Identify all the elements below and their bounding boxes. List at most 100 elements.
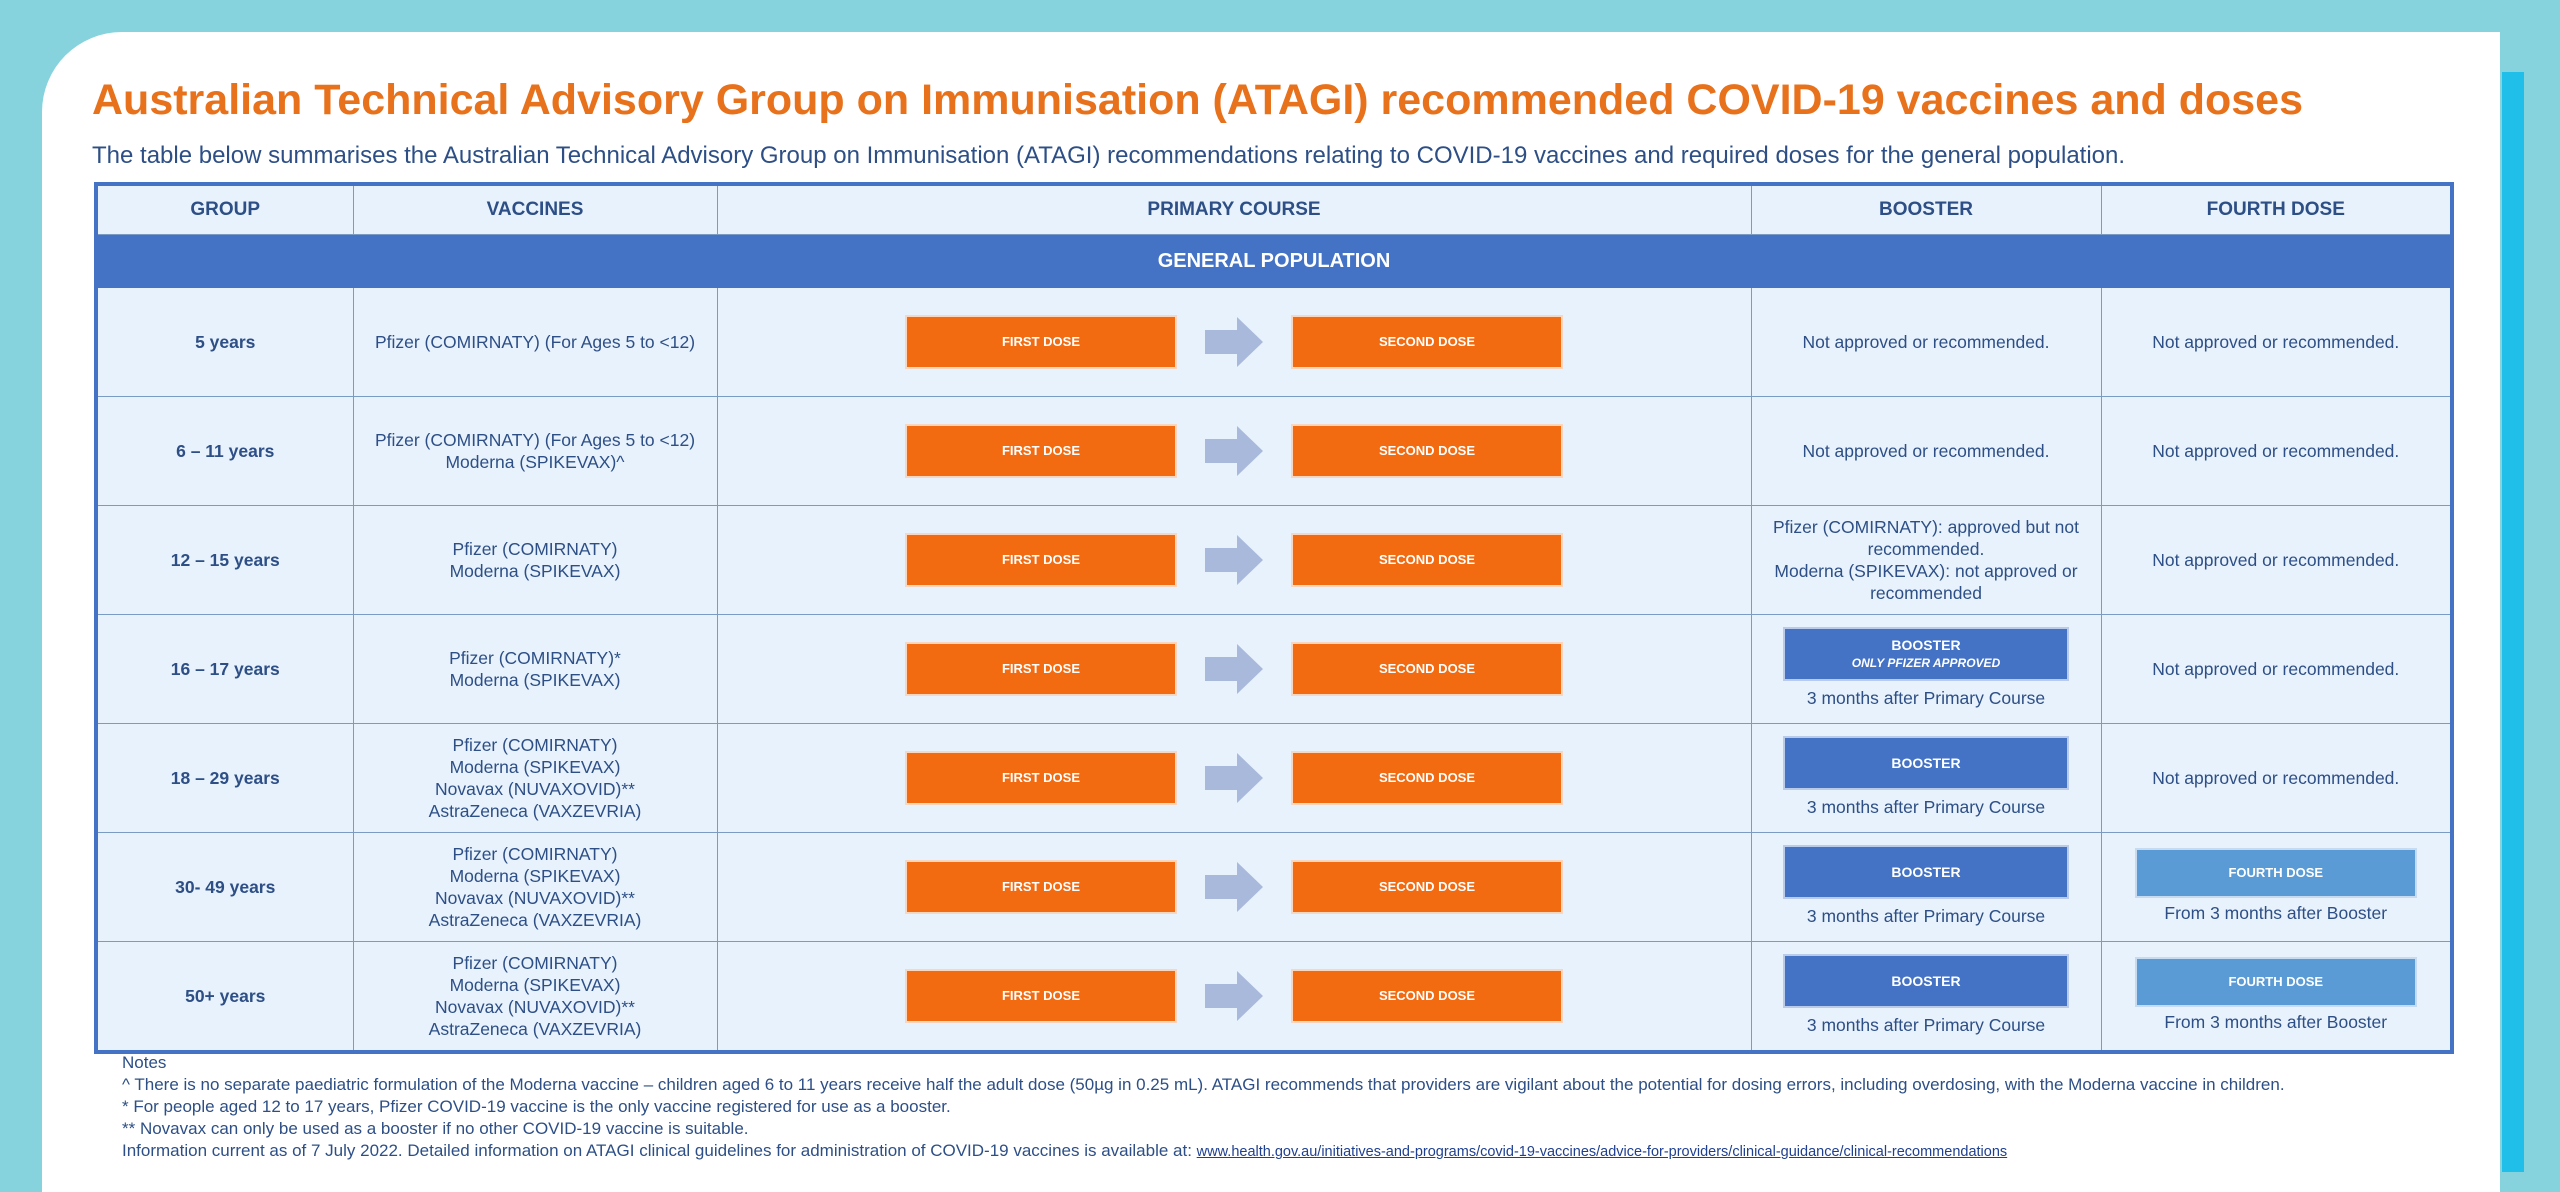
section-label: GENERAL POPULATION [95,234,2453,288]
booster-badge: BOOSTER [1785,847,2067,897]
fourth-dose-cell: Not approved or recommended. [2100,614,2453,724]
vaccine-name: Pfizer (COMIRNATY) [452,735,618,755]
vaccine-name: Novavax (NUVAXOVID)** [434,997,635,1017]
vaccine-name: Pfizer (COMIRNATY) [452,953,618,973]
booster-status: Not approved or recommended. [1802,332,2050,352]
first-dose-badge: FIRST DOSE [907,426,1175,476]
second-dose-badge: SECOND DOSE [1293,535,1561,585]
fourth-dose-badge: FOURTH DOSE [2136,959,2415,1005]
booster-label: BOOSTER [1891,637,1961,653]
vaccines-cell: Pfizer (COMIRNATY) (For Ages 5 to <12) [352,287,718,397]
second-dose-badge: SECOND DOSE [1293,753,1561,803]
booster-status: Pfizer (COMIRNATY): approved but not [1772,517,2080,537]
booster-cell: Pfizer (COMIRNATY): approved but not reco… [1750,505,2102,615]
first-dose-badge: FIRST DOSE [907,862,1175,912]
section-row: GENERAL POPULATION [95,234,2453,288]
second-dose-badge: SECOND DOSE [1293,426,1561,476]
fourth-dose-status: Not approved or recommended. [2152,768,2400,788]
arrow-right-icon [1205,753,1263,803]
booster-status: recommended. [1867,539,1985,559]
vaccines-cell: Pfizer (COMIRNATY) Moderna (SPIKEVAX) Nova… [352,723,718,833]
header-booster: BOOSTER [1750,183,2102,235]
group-cell: 18 – 29 years [95,723,354,833]
fourth-dose-cell: Not approved or recommended. [2100,287,2453,397]
primary-course-cell: FIRST DOSE SECOND DOSE [716,723,1752,833]
primary-course-cell: FIRST DOSE SECOND DOSE [716,614,1752,724]
primary-course-cell: FIRST DOSE SECOND DOSE [716,287,1752,397]
second-dose-badge: SECOND DOSE [1293,317,1561,367]
booster-label: BOOSTER [1891,755,1961,771]
arrow-right-icon [1205,317,1263,367]
group-cell: 5 years [95,287,354,397]
header-primary-course: PRIMARY COURSE [716,183,1752,235]
second-dose-badge: SECOND DOSE [1293,862,1561,912]
first-dose-badge: FIRST DOSE [907,971,1175,1021]
fourth-dose-cell: Not approved or recommended. [2100,396,2453,506]
table-row: 30- 49 years Pfizer (COMIRNATY) Moderna (… [95,832,2453,942]
vaccine-table: GROUP VACCINES PRIMARY COURSE BOOSTER FO… [94,182,2454,1054]
booster-cell: Not approved or recommended. [1750,287,2102,397]
booster-label: BOOSTER [1891,973,1961,989]
primary-course-cell: FIRST DOSE SECOND DOSE [716,832,1752,942]
fourth-dose-status: Not approved or recommended. [2152,332,2400,352]
arrow-right-icon [1205,426,1263,476]
primary-course-cell: FIRST DOSE SECOND DOSE [716,505,1752,615]
accent-bar [2502,72,2524,1172]
booster-cell: BOOSTER 3 months after Primary Course [1750,832,2102,942]
header-vaccines: VACCINES [352,183,718,235]
header-group: GROUP [95,183,354,235]
vaccine-name: Moderna (SPIKEVAX) [449,561,621,581]
vaccine-name: AstraZeneca (VAXZEVRIA) [428,1019,642,1039]
table-row: 18 – 29 years Pfizer (COMIRNATY) Moderna … [95,723,2453,833]
first-dose-badge: FIRST DOSE [907,317,1175,367]
fourth-dose-status: Not approved or recommended. [2152,441,2400,461]
vaccine-name: Novavax (NUVAXOVID)** [434,888,635,908]
notes-heading: Notes [122,1053,167,1072]
note-item: ^ There is no separate paediatric formul… [122,1075,2285,1094]
vaccine-name: AstraZeneca (VAXZEVRIA) [428,801,642,821]
booster-badge: BOOSTER [1785,738,2067,788]
booster-timing: 3 months after Primary Course [1806,688,2046,708]
fourth-dose-cell: FOURTH DOSE From 3 months after Booster [2100,941,2453,1053]
page-title: Australian Technical Advisory Group on I… [92,76,2303,124]
booster-timing: 3 months after Primary Course [1806,797,2046,817]
table-row: 5 years Pfizer (COMIRNATY) (For Ages 5 t… [95,287,2453,397]
arrow-right-icon [1205,644,1263,694]
fourth-dose-cell: Not approved or recommended. [2100,505,2453,615]
booster-timing: 3 months after Primary Course [1806,906,2046,926]
primary-course-cell: FIRST DOSE SECOND DOSE [716,941,1752,1053]
fourth-dose-status: Not approved or recommended. [2152,550,2400,570]
vaccine-name: Moderna (SPIKEVAX)^ [445,452,625,472]
guidelines-link[interactable]: www.health.gov.au/initiatives-and-progra… [1196,1144,2008,1160]
vaccine-name: Moderna (SPIKEVAX) [449,757,621,777]
vaccine-name: Pfizer (COMIRNATY)* [449,648,621,668]
vaccines-cell: Pfizer (COMIRNATY) Moderna (SPIKEVAX) Nova… [352,941,718,1053]
vaccine-name: Novavax (NUVAXOVID)** [434,779,635,799]
page-subtitle: The table below summarises the Australia… [92,142,2126,169]
booster-cell: BOOSTER 3 months after Primary Course [1750,941,2102,1053]
booster-badge: BOOSTER ONLY PFIZER APPROVED [1785,629,2067,679]
vaccine-name: Pfizer (COMIRNATY) (For Ages 5 to <12) [374,332,696,352]
table-row: 50+ years Pfizer (COMIRNATY) Moderna (SPI… [95,941,2453,1053]
fourth-dose-timing: From 3 months after Booster [2164,903,2388,923]
vaccines-cell: Pfizer (COMIRNATY)* Moderna (SPIKEVAX) [352,614,718,724]
vaccine-name: Pfizer (COMIRNATY) [452,539,618,559]
group-cell: 12 – 15 years [95,505,354,615]
second-dose-badge: SECOND DOSE [1293,644,1561,694]
arrow-right-icon [1205,535,1263,585]
table-row: 12 – 15 years Pfizer (COMIRNATY) Moderna … [95,505,2453,615]
booster-cell: BOOSTER 3 months after Primary Course [1750,723,2102,833]
notes: Notes ^ There is no separate paediatric … [122,1052,2285,1163]
vaccine-name: Moderna (SPIKEVAX) [449,975,621,995]
group-cell: 30- 49 years [95,832,354,942]
fourth-dose-timing: From 3 months after Booster [2164,1012,2388,1032]
header-fourth-dose: FOURTH DOSE [2100,183,2453,235]
arrow-right-icon [1205,971,1263,1021]
group-cell: 50+ years [95,941,354,1053]
booster-label: BOOSTER [1891,864,1961,880]
arrow-right-icon [1205,862,1263,912]
booster-status: recommended [1870,583,1982,603]
first-dose-badge: FIRST DOSE [907,753,1175,803]
booster-status: Not approved or recommended. [1802,441,2050,461]
vaccine-name: Pfizer (COMIRNATY) [452,844,618,864]
